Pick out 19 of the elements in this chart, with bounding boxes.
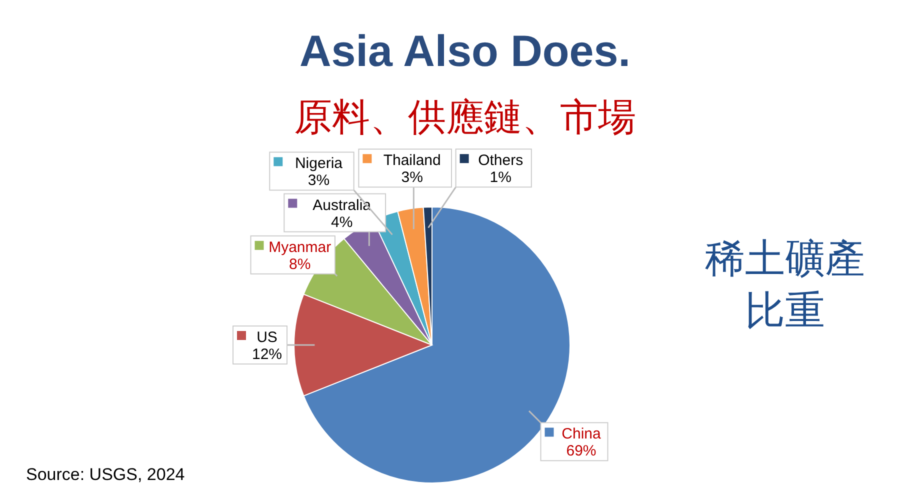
legend-label: Australia [312,196,372,214]
legend-label: Others [478,152,524,170]
data-label: 12% [252,346,282,363]
legend-label: Thailand [383,152,441,170]
legend-label: Nigeria [294,155,344,172]
data-label: 8% [289,256,311,273]
text: 比重 [745,289,825,333]
chart-title: Asia Also Does. [300,27,630,76]
legend-label: Myanmar [268,238,332,256]
data-label: 1% [490,169,512,186]
data-label: 69% [566,442,596,460]
data-label: 3% [401,169,423,186]
legend-label: China [562,426,602,443]
text: 稀土礦產 [705,237,865,281]
source-note: Source: USGS, 2024 [26,465,185,484]
chart-subtitle: 原料、供應鏈、市場 [294,97,636,139]
legend-label: US [256,329,278,346]
data-label: 4% [330,214,353,231]
data-label: 3% [308,172,330,190]
